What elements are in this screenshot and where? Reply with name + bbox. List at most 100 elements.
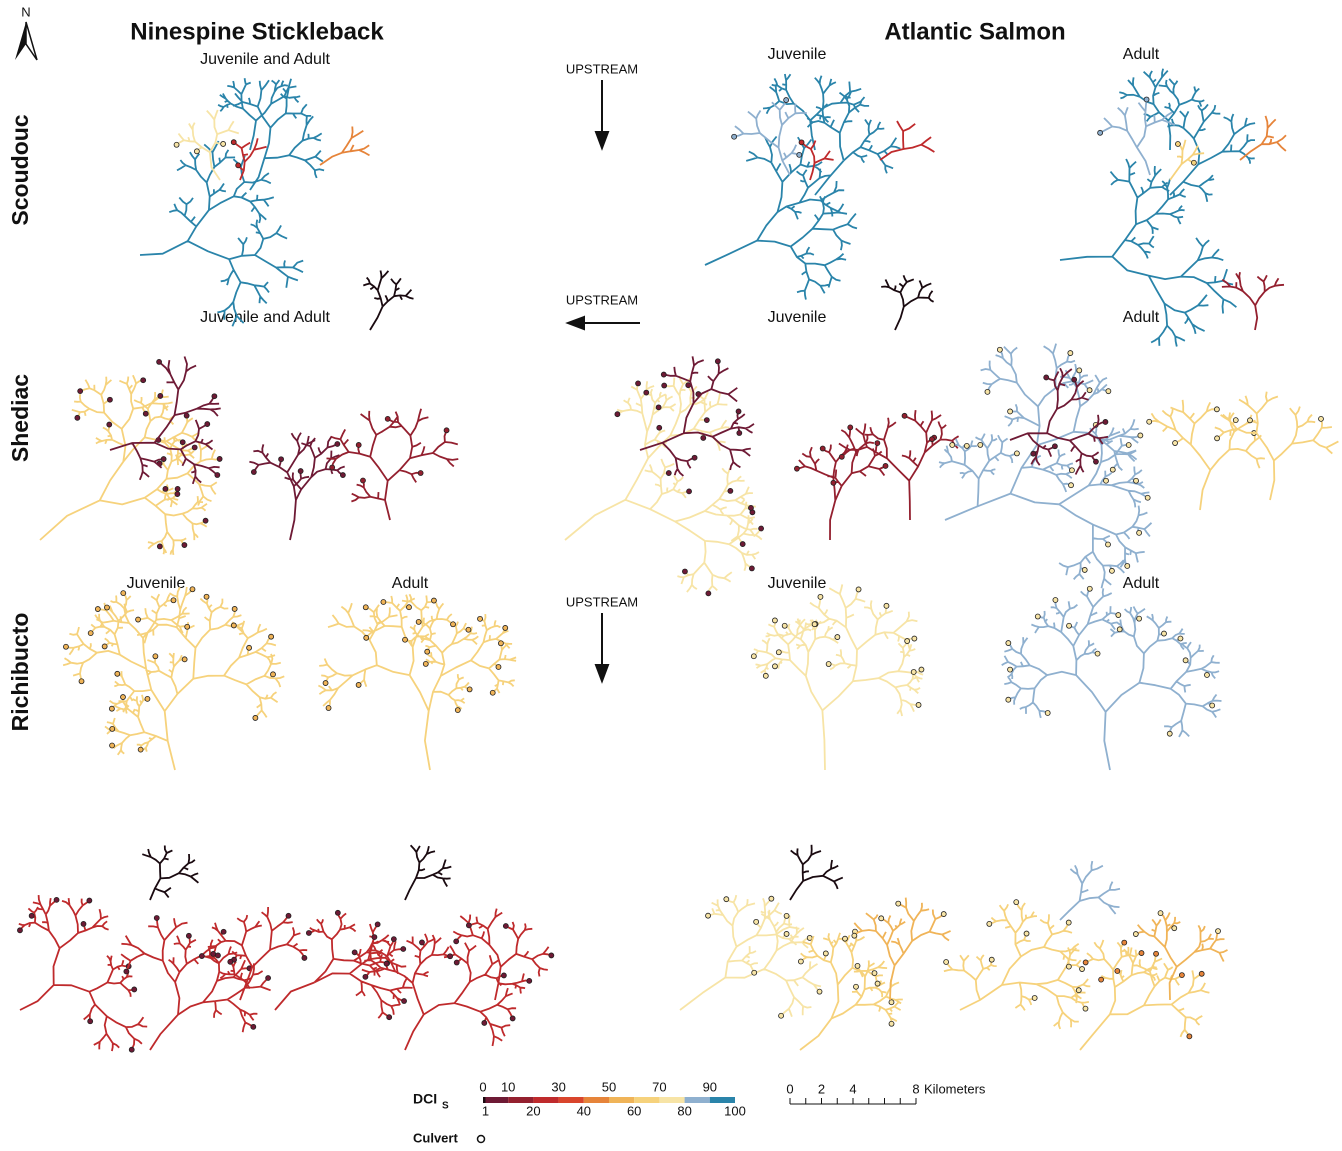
culvert [205, 422, 210, 427]
culvert [158, 393, 163, 398]
culvert [1031, 451, 1036, 456]
culvert [154, 915, 159, 920]
culvert [799, 140, 804, 145]
culvert [749, 566, 754, 571]
culvert [1144, 97, 1149, 102]
culvert [879, 916, 884, 921]
river [362, 934, 516, 1050]
culvert [1093, 459, 1098, 464]
culvert [1066, 920, 1071, 925]
culvert [797, 152, 802, 157]
river [234, 138, 267, 180]
culvert [1117, 627, 1122, 632]
culvert [455, 708, 460, 713]
culvert [95, 607, 100, 612]
culvert [754, 919, 759, 924]
culvert [853, 984, 858, 989]
river [142, 846, 198, 901]
culvert [1069, 483, 1074, 488]
culvert [401, 946, 406, 951]
culvert [704, 418, 709, 423]
culvert [330, 465, 335, 470]
culvert [54, 897, 59, 902]
culvert [1008, 409, 1013, 414]
culvert [1008, 667, 1013, 672]
culvert [883, 463, 888, 468]
river [802, 141, 834, 181]
culvert [425, 649, 430, 654]
culvert [549, 953, 554, 958]
culvert [1134, 478, 1139, 483]
culvert [1110, 467, 1115, 472]
culvert [644, 390, 649, 395]
culvert [212, 394, 217, 399]
culvert [1032, 995, 1037, 1000]
culvert [236, 163, 241, 168]
legend-tick-label: 0 [479, 1079, 486, 1094]
culvert [478, 616, 483, 621]
culvert [1082, 567, 1087, 572]
row-label: Richibucto [7, 613, 33, 732]
culvert [107, 422, 112, 427]
culvert [784, 913, 789, 918]
culvert [1014, 451, 1019, 456]
river [807, 91, 900, 195]
culvert [1076, 988, 1081, 993]
river-networks [17, 69, 1338, 1052]
panel-subtitle: Adult [1123, 309, 1160, 326]
legend-tick-label: 40 [577, 1103, 591, 1118]
culvert [772, 618, 777, 623]
culvert [17, 928, 22, 933]
culvert [360, 478, 365, 483]
culvert [138, 747, 143, 752]
culvert [636, 381, 641, 386]
panel-subtitle: Juvenile [768, 309, 827, 326]
culvert [985, 389, 990, 394]
culvert [1216, 929, 1221, 934]
culvert [253, 715, 258, 720]
river [405, 845, 451, 900]
culvert [1106, 542, 1111, 547]
culvert [157, 544, 162, 549]
culvert [444, 428, 449, 433]
culvert [418, 471, 423, 476]
culvert [175, 492, 180, 497]
culvert [431, 598, 436, 603]
legend-swatch [533, 1097, 558, 1103]
culvert [266, 976, 271, 981]
culvert [221, 141, 226, 146]
river [1060, 861, 1120, 920]
culvert [896, 901, 901, 906]
culvert [889, 1021, 894, 1026]
compass-arrow [15, 22, 26, 60]
culvert [661, 372, 666, 377]
legend-dci-label: DCI [413, 1091, 437, 1107]
culvert [306, 930, 311, 935]
river [939, 344, 1152, 589]
culvert [184, 413, 189, 418]
figure: N Ninespine Stickleback Atlantic Salmon … [0, 0, 1342, 1151]
culvert [335, 910, 340, 915]
panel-subtitle: Juvenile and Adult [200, 51, 330, 68]
culvert [496, 664, 501, 669]
culvert [820, 446, 825, 451]
river [177, 110, 239, 180]
river [880, 121, 934, 160]
culvert [1083, 960, 1088, 965]
culvert [302, 955, 307, 960]
culvert [916, 702, 921, 707]
culvert [1069, 468, 1074, 473]
river [790, 845, 843, 900]
culvert [1103, 478, 1108, 483]
river [763, 74, 861, 150]
culvert [1173, 441, 1178, 446]
legend-tick-label: 30 [551, 1079, 565, 1094]
legend-tick-label: 20 [526, 1103, 540, 1118]
culvert [416, 619, 421, 624]
culvert [1147, 419, 1152, 424]
culvert [1098, 130, 1103, 135]
culvert [185, 624, 190, 629]
legend-tick-label: 60 [627, 1103, 641, 1118]
culvert [759, 526, 764, 531]
culvert [340, 473, 345, 478]
